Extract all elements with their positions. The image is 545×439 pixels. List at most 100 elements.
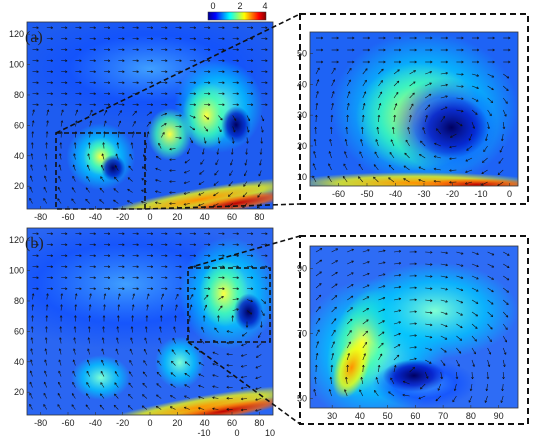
flow-arrowhead <box>165 37 168 41</box>
flow-arrow <box>214 170 219 176</box>
flow-arrow <box>374 390 379 397</box>
flow-arrowhead <box>58 359 62 363</box>
flow-arrow <box>203 137 206 144</box>
flow-arrowhead <box>316 79 320 82</box>
flow-arrow <box>359 151 364 159</box>
flow-arrowhead <box>222 70 225 74</box>
flow-arrowhead <box>433 167 437 171</box>
flow-arrow <box>331 260 338 265</box>
flow-arrow <box>362 319 369 325</box>
flow-arrowhead <box>60 120 64 123</box>
flow-arrowhead <box>184 372 187 376</box>
flow-arrowhead <box>36 103 39 107</box>
flow-arrowhead <box>375 377 379 380</box>
flow-arrowhead <box>64 92 68 96</box>
flow-arrowhead <box>199 338 203 342</box>
panel-a-vector-field <box>29 26 268 209</box>
y-tick-label: 50 <box>297 393 307 403</box>
flow-arrowhead <box>418 166 422 170</box>
flow-arrowhead <box>186 151 190 155</box>
flow-arrowhead <box>475 326 478 329</box>
flow-arrow <box>43 404 48 410</box>
flow-arrowhead <box>201 326 204 330</box>
flow-arrowhead <box>142 382 145 386</box>
flow-arrowhead <box>93 26 96 30</box>
flow-arrowhead <box>344 151 347 154</box>
flow-arrowhead <box>107 254 111 258</box>
flow-arrow <box>331 295 338 301</box>
flow-arrowhead <box>93 81 96 85</box>
flow-arrowhead <box>422 127 425 130</box>
x-tick-label: -50 <box>360 189 373 199</box>
flow-arrowhead <box>243 184 246 187</box>
flow-arrowhead <box>388 177 391 180</box>
flow-arrow <box>425 263 433 265</box>
flow-arrowhead <box>490 314 494 317</box>
flow-arrowhead <box>414 48 417 52</box>
flow-arrowhead <box>314 376 317 380</box>
flow-arrowhead <box>164 123 167 126</box>
flow-arrowhead <box>207 59 211 63</box>
flow-arrowhead <box>240 364 244 368</box>
flow-arrowhead <box>43 404 46 407</box>
flow-arrowhead <box>502 126 506 130</box>
flow-arrow <box>393 250 401 253</box>
flow-arrow <box>345 377 348 385</box>
x-tick-label: 60 <box>227 212 237 222</box>
flow-arrowhead <box>162 132 165 135</box>
flow-arrow <box>502 85 509 91</box>
flow-arrowhead <box>335 271 338 275</box>
flow-arrowhead <box>222 26 225 30</box>
flow-arrowhead <box>256 345 259 348</box>
flow-arrowhead <box>250 232 254 236</box>
flow-arrowhead <box>398 273 402 277</box>
flow-arrowhead <box>107 103 111 107</box>
flow-arrow <box>60 120 63 127</box>
flow-arrowhead <box>193 265 196 269</box>
flow-arrow <box>218 137 220 144</box>
flow-arrow <box>487 263 494 268</box>
flow-arrowhead <box>64 59 68 63</box>
flow-arrowhead <box>107 26 111 30</box>
flow-arrowhead <box>36 276 39 280</box>
flow-arrow <box>440 359 446 366</box>
flow-arrow <box>315 318 321 325</box>
flow-arrowhead <box>107 287 111 291</box>
flow-arrowhead <box>116 142 120 145</box>
flow-arrowhead <box>150 70 154 74</box>
flow-arrowhead <box>380 80 383 83</box>
flow-arrowhead <box>396 80 400 84</box>
flow-arrow <box>405 139 410 147</box>
flow-arrowhead <box>30 142 34 145</box>
flow-arrowhead <box>107 37 111 41</box>
flow-arrowhead <box>45 142 48 145</box>
flow-arrowhead <box>445 60 448 64</box>
flow-arrowhead <box>128 371 132 374</box>
flow-arrowhead <box>506 302 509 306</box>
flow-arrowhead <box>242 194 246 198</box>
x-tick-label: -20 <box>446 189 459 199</box>
flow-arrow <box>331 318 337 325</box>
flow-arrow <box>409 346 417 349</box>
flow-arrow <box>425 323 433 326</box>
x-tick-label: 90 <box>494 411 504 421</box>
flow-arrowhead <box>414 334 417 337</box>
flow-arrow <box>31 153 33 160</box>
flow-arrowhead <box>491 87 494 91</box>
flow-arrowhead <box>74 304 78 307</box>
flow-arrowhead <box>144 337 147 341</box>
flow-arrowhead <box>143 360 146 363</box>
flow-arrow <box>409 335 417 337</box>
flow-arrowhead <box>132 293 136 296</box>
flow-arrowhead <box>491 289 494 293</box>
flow-arrowhead <box>314 114 318 118</box>
y-tick-label: 120 <box>9 235 24 245</box>
flow-arrowhead <box>318 294 322 298</box>
flow-arrow <box>390 377 395 385</box>
panel-a-connector-top <box>55 13 301 134</box>
flow-arrow <box>362 249 370 253</box>
flow-arrowhead <box>420 140 423 144</box>
flow-arrowhead <box>352 36 355 40</box>
flow-arrow <box>424 115 428 123</box>
flow-arrowhead <box>469 388 473 392</box>
